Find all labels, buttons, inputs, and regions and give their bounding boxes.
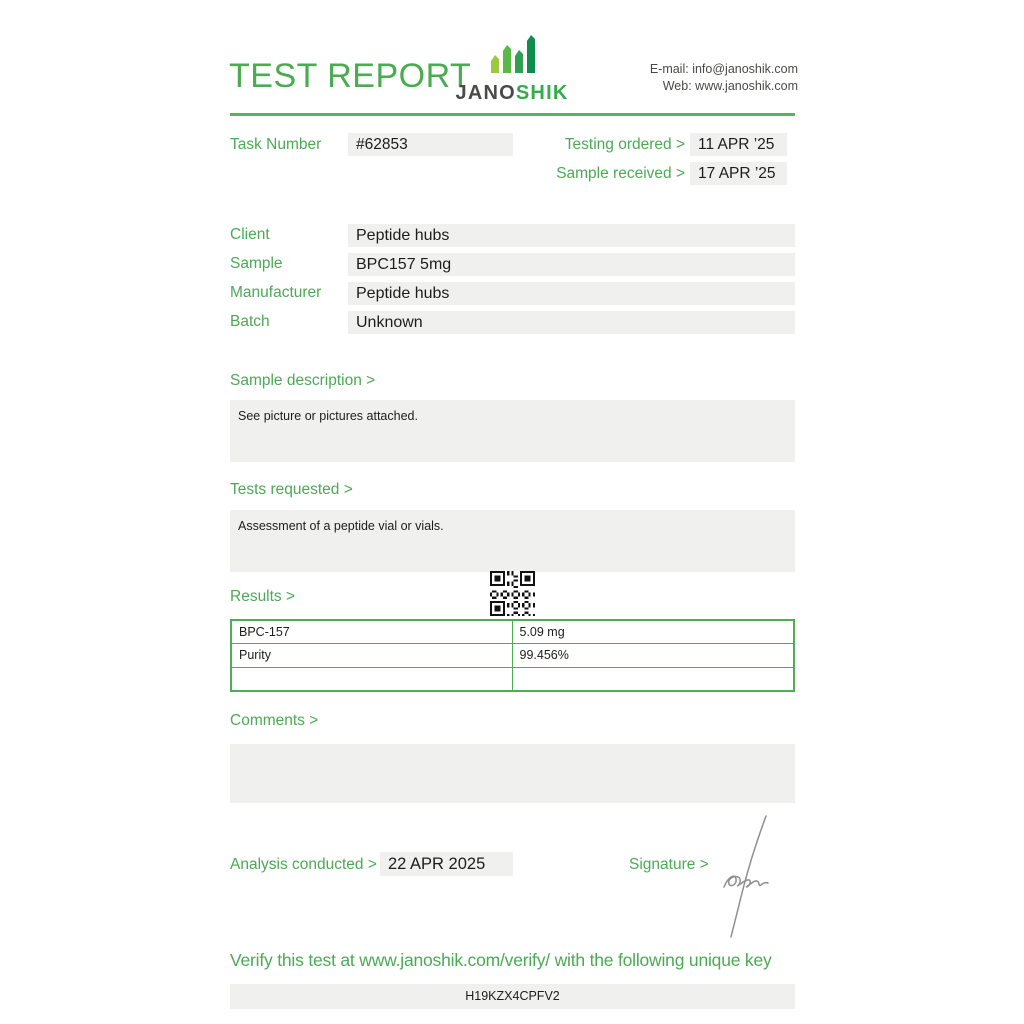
- manufacturer-label: Manufacturer: [230, 284, 322, 301]
- email-label: E-mail:: [649, 62, 689, 76]
- unique-key-value: H19KZX4CPFV2: [230, 984, 795, 1009]
- email-value: info@janoshik.com: [692, 62, 798, 76]
- manufacturer-value: Peptide hubs: [348, 282, 795, 305]
- web-value: www.janoshik.com: [695, 79, 798, 93]
- sample-description-box: See picture or pictures attached.: [230, 400, 795, 462]
- testing-ordered-value: 11 APR ’25: [690, 133, 787, 156]
- results-heading: Results >: [230, 588, 296, 605]
- testing-ordered-label: Testing ordered >: [564, 136, 685, 153]
- batch-value: Unknown: [348, 311, 795, 334]
- tests-requested-box: Assessment of a peptide vial or vials.: [230, 510, 795, 572]
- sample-label: Sample: [230, 255, 283, 272]
- logo-wordmark-shik: SHIK: [515, 82, 569, 104]
- client-label: Client: [230, 226, 270, 243]
- analysis-conducted-label: Analysis conducted >: [230, 856, 377, 873]
- header-divider: [230, 113, 795, 116]
- contact-web-line: Web: www.janoshik.com: [650, 78, 798, 95]
- table-row: [230, 666, 795, 691]
- bar-chart-logo-icon: [491, 35, 535, 73]
- task-number-label: Task Number: [230, 136, 322, 153]
- comments-box: [230, 744, 795, 803]
- results-table: BPC-157 5.09 mg Purity 99.456%: [230, 619, 795, 692]
- qr-code: [490, 571, 535, 616]
- table-row: Purity 99.456%: [230, 643, 795, 668]
- signature-image: [723, 815, 769, 938]
- result-value: 99.456%: [511, 643, 795, 668]
- tests-requested-heading: Tests requested >: [230, 481, 353, 498]
- result-name: [230, 666, 513, 691]
- client-value: Peptide hubs: [348, 224, 795, 247]
- sample-received-value: 17 APR ’25: [690, 162, 787, 185]
- sample-value: BPC157 5mg: [348, 253, 795, 276]
- sample-description-heading: Sample description >: [230, 372, 376, 389]
- contact-email-line: E-mail: info@janoshik.com: [650, 61, 798, 78]
- verify-instruction: Verify this test at www.janoshik.com/ver…: [230, 950, 772, 970]
- result-name: Purity: [230, 643, 513, 668]
- result-value: 5.09 mg: [511, 619, 795, 644]
- page-title: TEST REPORT: [229, 57, 472, 95]
- logo-wordmark: JANOSHIK: [452, 82, 572, 105]
- comments-heading: Comments >: [230, 712, 319, 729]
- janoshik-logo: JANOSHIK: [452, 33, 572, 105]
- contact-info: E-mail: info@janoshik.com Web: www.janos…: [650, 61, 798, 95]
- batch-label: Batch: [230, 313, 270, 330]
- result-name: BPC-157: [230, 619, 513, 644]
- task-number-value: #62853: [348, 133, 513, 156]
- web-label: Web:: [662, 79, 692, 93]
- table-row: BPC-157 5.09 mg: [230, 619, 795, 644]
- logo-wordmark-jano: JANO: [455, 82, 516, 104]
- signature-label: Signature >: [629, 856, 709, 873]
- analysis-date-value: 22 APR 2025: [380, 852, 513, 876]
- sample-received-label: Sample received >: [556, 165, 685, 182]
- result-value: [511, 666, 795, 691]
